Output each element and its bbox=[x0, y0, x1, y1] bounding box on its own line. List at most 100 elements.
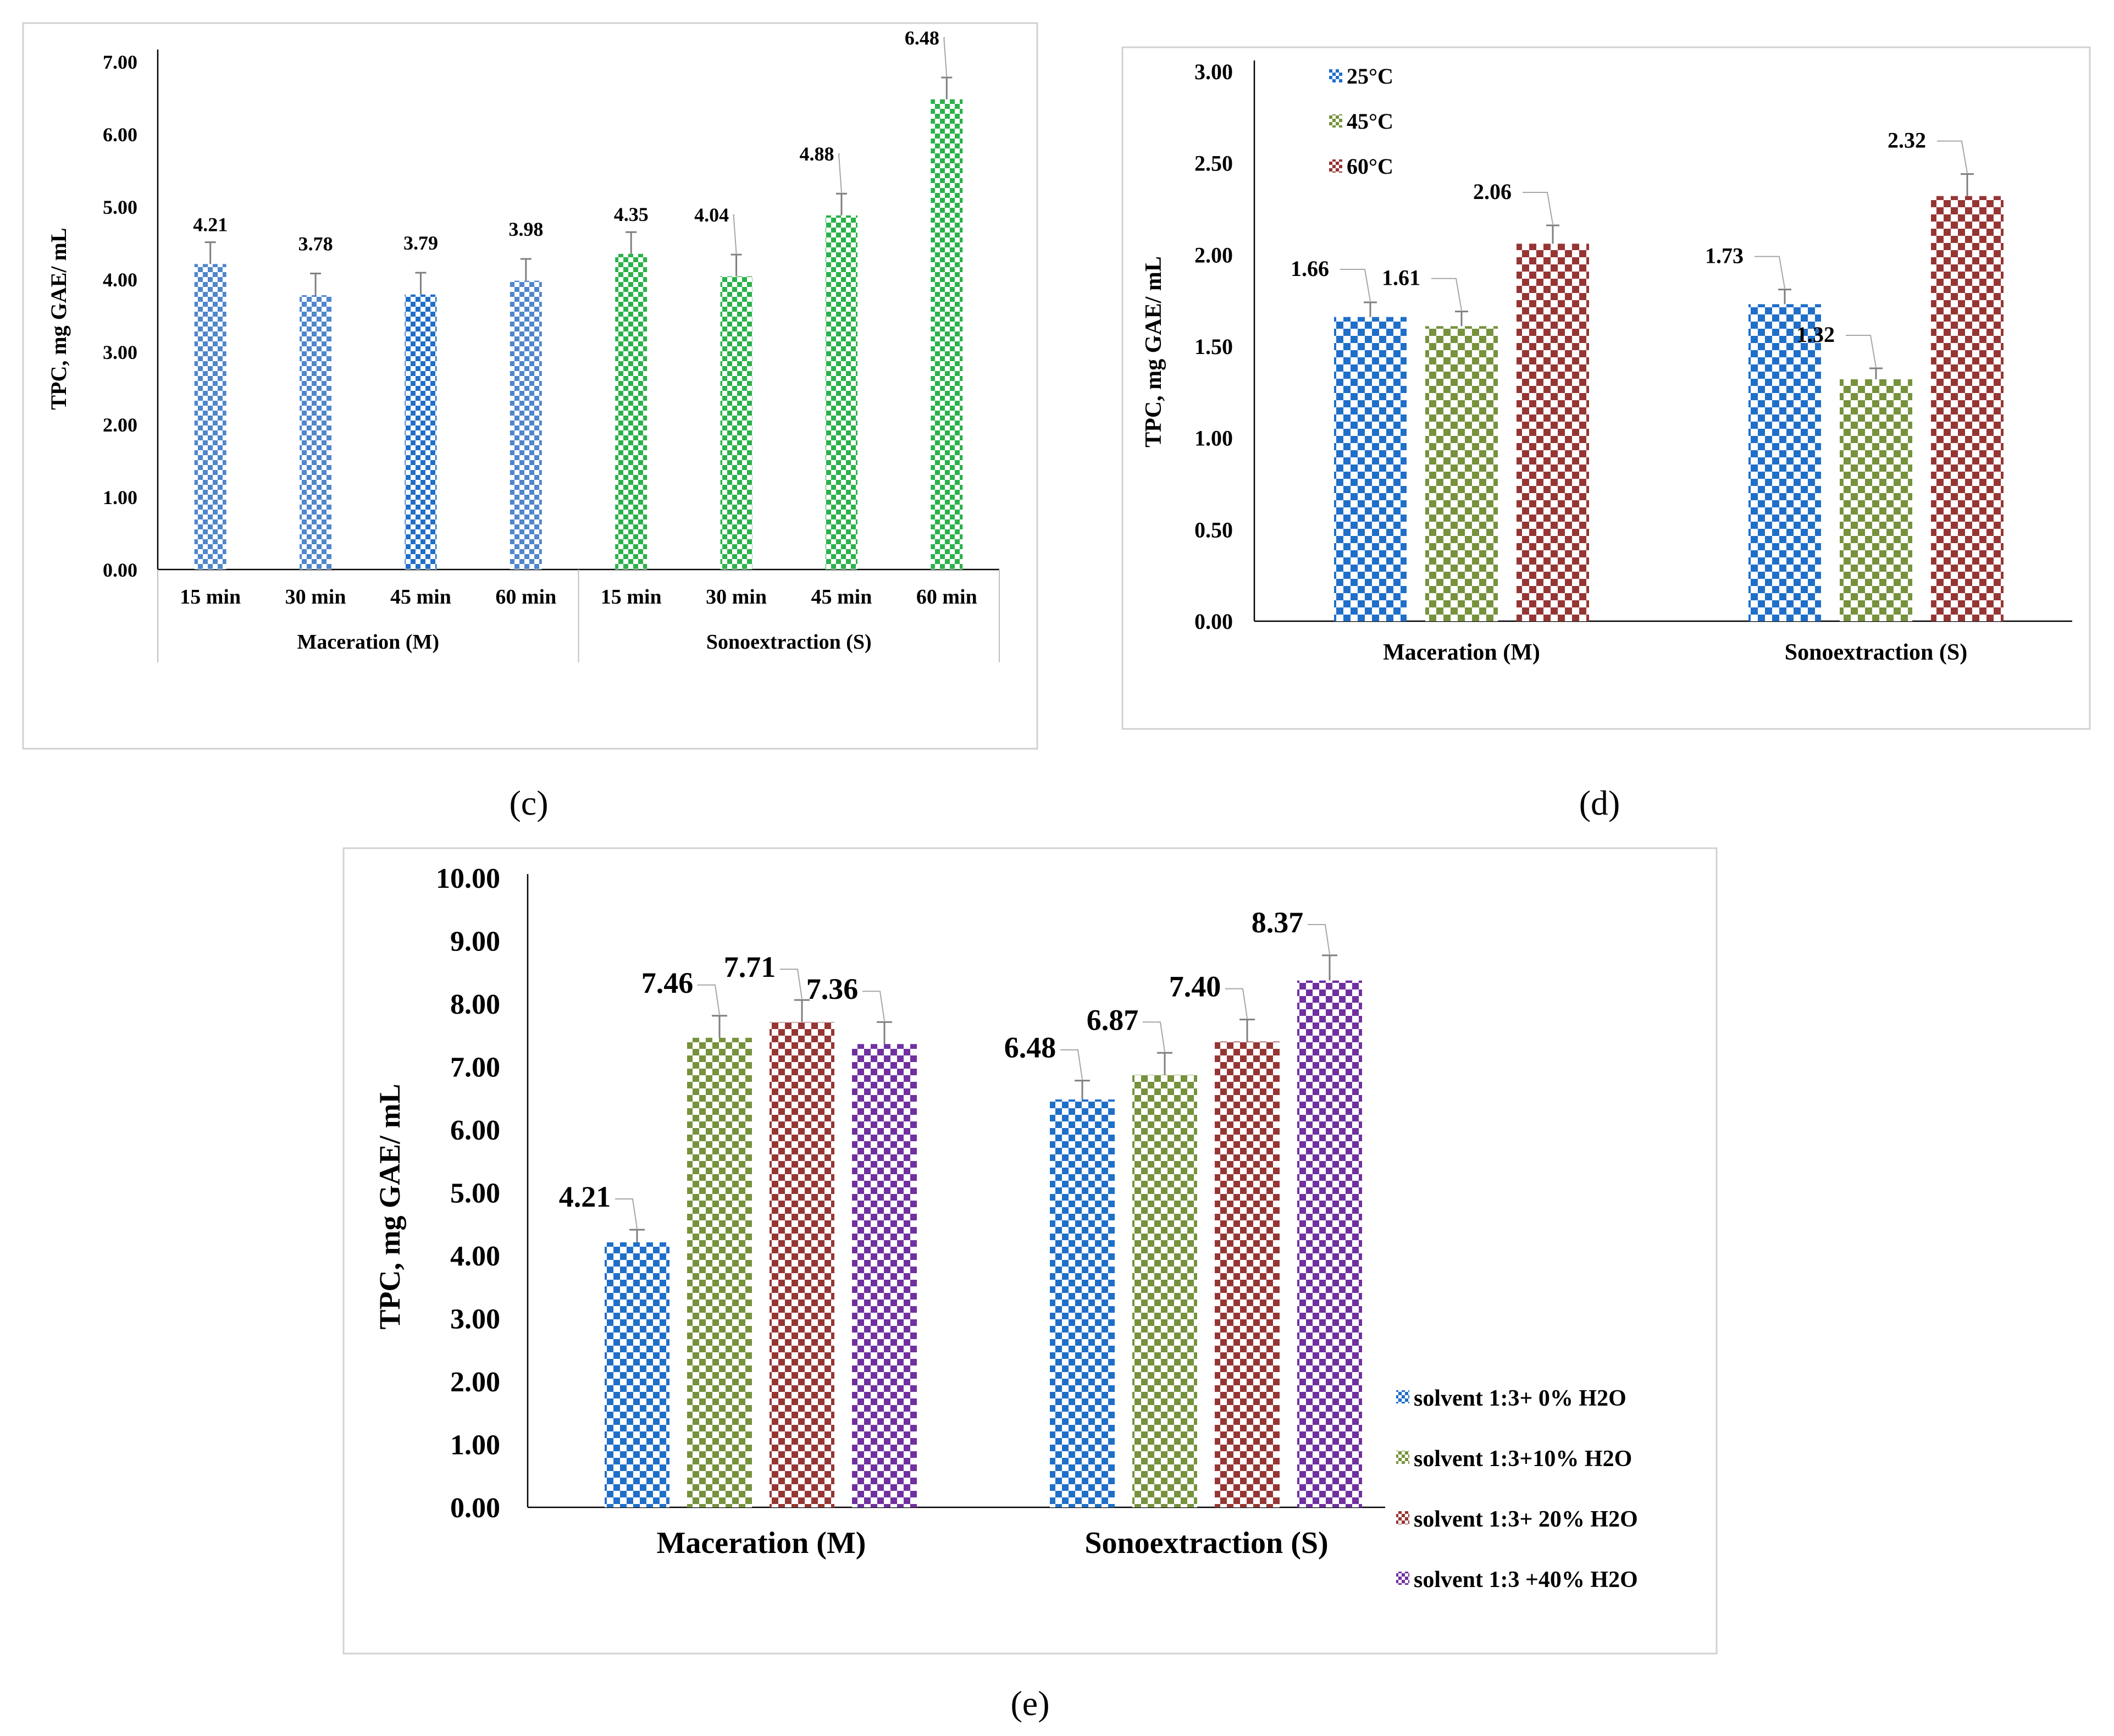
caption-d: (d) bbox=[1579, 783, 1620, 822]
panel-e-legend-label: solvent 1:3+10% H2O bbox=[1414, 1446, 1632, 1472]
panel-d-label-leader bbox=[1523, 192, 1553, 225]
panel-d-bar bbox=[1931, 196, 2004, 622]
panel-c-bar bbox=[720, 276, 752, 570]
panel-e-data-label: 7.36 bbox=[806, 972, 859, 1005]
panel-e-bar bbox=[605, 1242, 669, 1507]
panel-c-bar bbox=[194, 264, 226, 570]
caption-e: (e) bbox=[1010, 1684, 1049, 1723]
panel-d-xtick-label: Sonoextraction (S) bbox=[1785, 640, 1967, 665]
panel-c-label-leader bbox=[943, 37, 948, 77]
panel-c-xtick-label: 30 min bbox=[285, 585, 346, 609]
panel-d-chart: TPC, mg GAE/ mL 0.00 0.50 1.00 1.50 2.00 2.50… bbox=[1121, 46, 2091, 730]
panel-e-ytick-label: 7.00 bbox=[450, 1052, 500, 1083]
panel-c-data-label: 3.78 bbox=[298, 233, 333, 255]
panel-e-label-leader bbox=[780, 969, 803, 999]
panel-e-bar bbox=[852, 1044, 917, 1507]
error-bar bbox=[1322, 954, 1337, 981]
error-bar bbox=[835, 192, 847, 215]
panel-d-legend-swatch bbox=[1329, 69, 1342, 82]
panel-c-bar bbox=[405, 294, 437, 570]
panel-d-label-leader bbox=[1937, 140, 1968, 173]
panel-e-data-label: 6.48 bbox=[1004, 1031, 1056, 1064]
panel-e-label-leader bbox=[698, 984, 720, 1015]
panel-e-legend-swatch bbox=[1396, 1390, 1409, 1403]
panel-e-bar bbox=[1297, 980, 1362, 1507]
panel-e-xtick-label: Sonoextraction (S) bbox=[1084, 1526, 1328, 1560]
panel-c-frame bbox=[22, 22, 1038, 750]
panel-d-data-label: 1.32 bbox=[1796, 322, 1835, 347]
panel-e-ytick-label: 9.00 bbox=[450, 926, 500, 958]
error-bar bbox=[877, 1021, 892, 1044]
panel-e-ytick-label: 3.00 bbox=[450, 1304, 500, 1335]
error-bar bbox=[626, 231, 637, 254]
panel-e-ytick-label: 10.00 bbox=[436, 863, 500, 894]
panel-c-group-label: Maceration (M) bbox=[297, 631, 440, 654]
panel-c-ylabel: TPC, mg GAE/ mL bbox=[46, 228, 71, 410]
error-bar bbox=[1157, 1052, 1172, 1075]
panel-e-data-label: 7.71 bbox=[724, 950, 776, 983]
panel-d-bar bbox=[1748, 304, 1821, 621]
panel-c-ytick-label: 0.00 bbox=[103, 559, 137, 581]
panel-e-bar bbox=[770, 1022, 834, 1507]
panel-e-bar bbox=[687, 1037, 752, 1507]
panel-c-data-label: 3.79 bbox=[403, 232, 438, 254]
panel-e-legend-swatch bbox=[1396, 1572, 1409, 1585]
caption-c: (c) bbox=[509, 783, 548, 822]
panel-c-xtick-label: 15 min bbox=[180, 585, 241, 609]
panel-d-legend-swatch bbox=[1329, 114, 1342, 128]
panel-d-label-leader bbox=[1340, 269, 1371, 302]
error-bar bbox=[1961, 173, 1974, 196]
panel-c-bar bbox=[300, 295, 332, 570]
panel-c-bar bbox=[931, 99, 963, 570]
panel-e-legend-label: solvent 1:3+ 0% H2O bbox=[1414, 1386, 1626, 1411]
panel-e-frame bbox=[342, 847, 1718, 1655]
panel-c-ytick-label: 1.00 bbox=[103, 486, 137, 508]
panel-c-ytick-label: 3.00 bbox=[103, 341, 137, 363]
panel-e-ytick-label: 4.00 bbox=[450, 1241, 500, 1272]
panel-c-data-label: 4.35 bbox=[614, 203, 649, 225]
panel-c-xtick-label: 30 min bbox=[706, 585, 767, 609]
error-bar bbox=[204, 241, 216, 264]
panel-d-bar bbox=[1334, 317, 1407, 621]
error-bar bbox=[629, 1229, 645, 1242]
panel-e-data-label: 8.37 bbox=[1252, 906, 1304, 939]
panel-c-group-label: Sonoextraction (S) bbox=[706, 631, 872, 654]
panel-e-legend-label: solvent 1:3+ 20% H2O bbox=[1414, 1507, 1638, 1532]
error-bar bbox=[310, 272, 322, 296]
panel-c-ytick-label: 4.00 bbox=[103, 269, 137, 291]
error-bar bbox=[1239, 1019, 1255, 1042]
panel-c-ytick-label: 7.00 bbox=[103, 51, 137, 73]
panel-e-xtick-label: Maceration (M) bbox=[657, 1526, 866, 1560]
panel-e-data-label: 6.87 bbox=[1087, 1003, 1139, 1036]
panel-e-label-leader bbox=[1225, 988, 1248, 1019]
panel-d-frame bbox=[1121, 46, 2091, 730]
panel-e-legend-label: solvent 1:3 +40% H2O bbox=[1414, 1567, 1638, 1593]
panel-d-xtick-label: Maceration (M) bbox=[1383, 640, 1540, 665]
error-bar bbox=[794, 999, 810, 1022]
error-bar bbox=[1869, 367, 1883, 379]
panel-c-label-leader bbox=[733, 214, 737, 254]
panel-d-data-label: 1.61 bbox=[1382, 266, 1420, 290]
panel-c-ytick-label: 6.00 bbox=[103, 124, 137, 146]
panel-c-ytick-label: 5.00 bbox=[103, 196, 137, 218]
panel-e-ytick-label: 5.00 bbox=[450, 1178, 500, 1209]
panel-d-legend-swatch bbox=[1329, 159, 1342, 173]
panel-c-data-label: 4.04 bbox=[694, 204, 729, 226]
panel-d-bar bbox=[1517, 244, 1589, 621]
panel-d-ylabel: TPC, mg GAE/ mL bbox=[1141, 256, 1166, 447]
panel-e-ytick-label: 2.00 bbox=[450, 1367, 500, 1398]
panel-d-data-label: 1.66 bbox=[1291, 256, 1329, 281]
panel-e-ytick-label: 0.00 bbox=[450, 1492, 500, 1524]
panel-c-xtick-label: 45 min bbox=[390, 585, 451, 609]
panel-c-label-leader bbox=[838, 153, 842, 193]
panel-d-label-leader bbox=[1846, 335, 1877, 368]
panel-e-label-leader bbox=[1308, 924, 1330, 954]
panel-d-bar bbox=[1425, 326, 1498, 621]
panel-e-data-label: 4.21 bbox=[559, 1180, 611, 1213]
panel-c-xtick-label: 15 min bbox=[601, 585, 662, 609]
error-bar bbox=[1455, 311, 1468, 327]
panel-c-bar bbox=[615, 253, 648, 570]
error-bar bbox=[1546, 224, 1559, 244]
panel-d-bar bbox=[1840, 379, 1912, 621]
